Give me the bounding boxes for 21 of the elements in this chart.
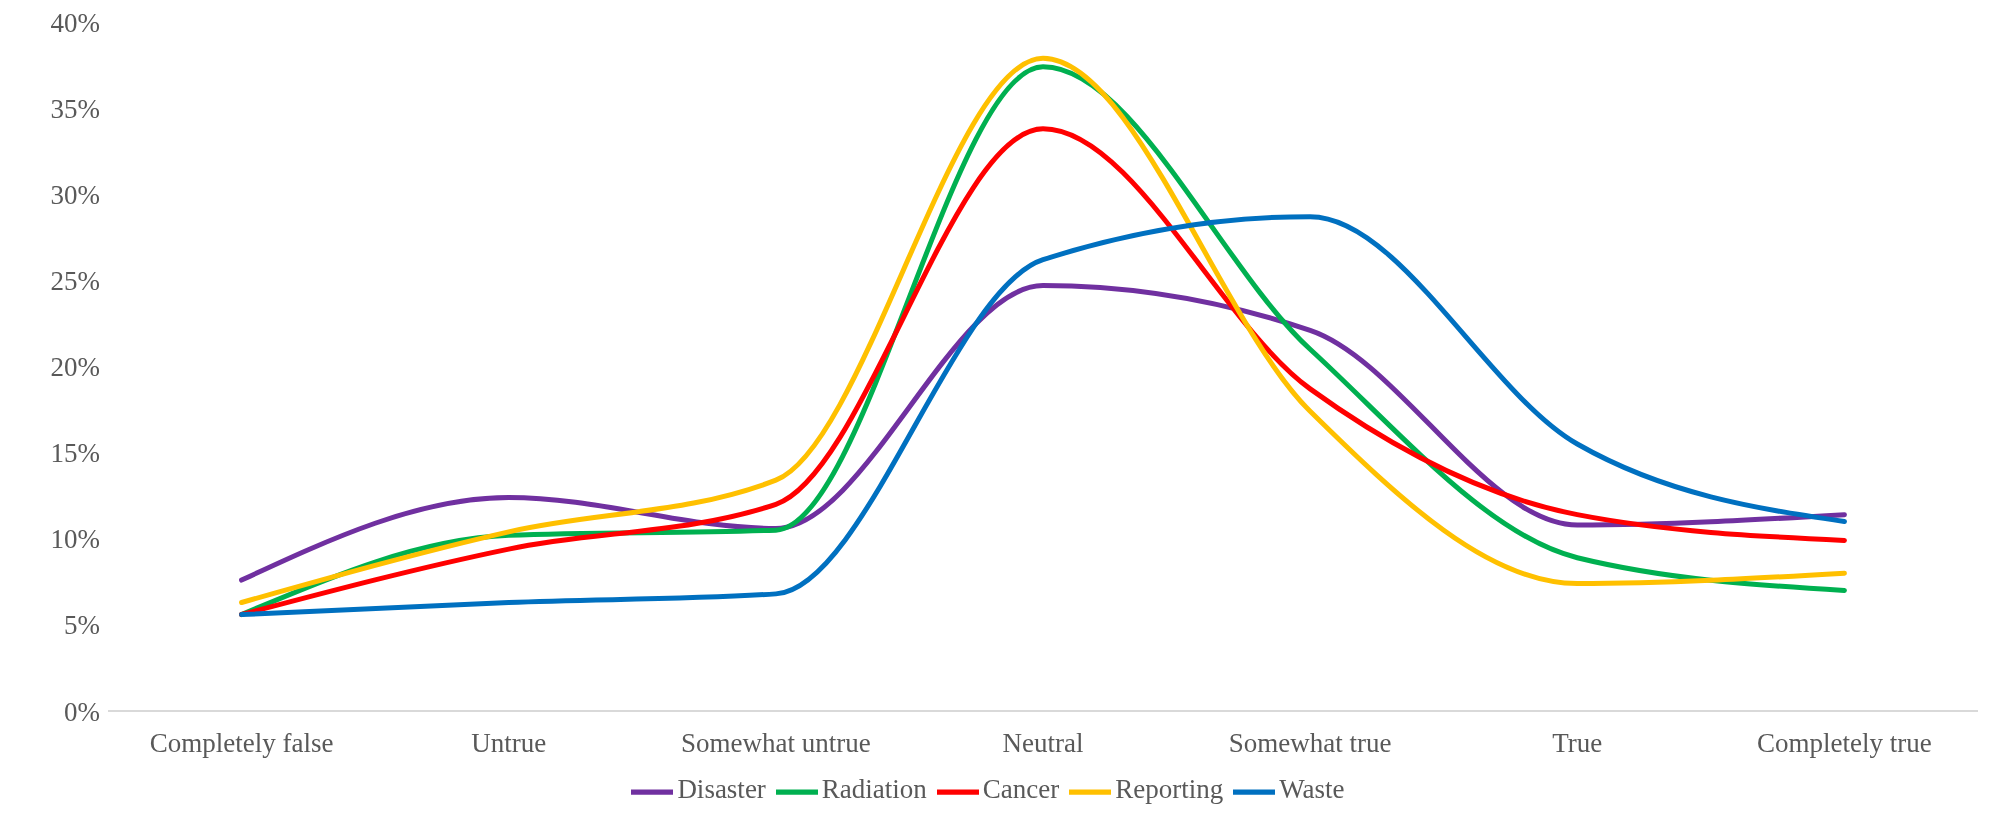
y-tick-label: 25% bbox=[50, 265, 100, 296]
x-tick-label: Somewhat untrue bbox=[681, 728, 871, 759]
x-tick-label: Untrue bbox=[471, 728, 547, 759]
y-tick-label: 0% bbox=[64, 696, 100, 727]
y-tick-label: 10% bbox=[50, 524, 100, 555]
y-tick-label: 40% bbox=[50, 7, 100, 38]
y-tick-label: 30% bbox=[50, 179, 100, 210]
y-tick-label: 15% bbox=[50, 438, 100, 469]
x-tick-label: Completely false bbox=[149, 728, 334, 759]
legend-label: Radiation bbox=[821, 774, 927, 805]
legend-label: Reporting bbox=[1115, 774, 1224, 805]
legend-label: Disaster bbox=[677, 774, 766, 805]
y-tick-label: 20% bbox=[50, 352, 100, 383]
legend-label: Cancer bbox=[982, 774, 1060, 805]
x-tick-label: True bbox=[1552, 728, 1603, 759]
x-tick-label: Completely true bbox=[1757, 728, 1932, 759]
y-tick-label: 5% bbox=[64, 610, 100, 641]
y-tick-label: 35% bbox=[50, 93, 100, 124]
x-tick-label: Neutral bbox=[1002, 728, 1084, 759]
legend-label: Waste bbox=[1279, 774, 1345, 805]
x-tick-label: Somewhat true bbox=[1228, 728, 1392, 759]
